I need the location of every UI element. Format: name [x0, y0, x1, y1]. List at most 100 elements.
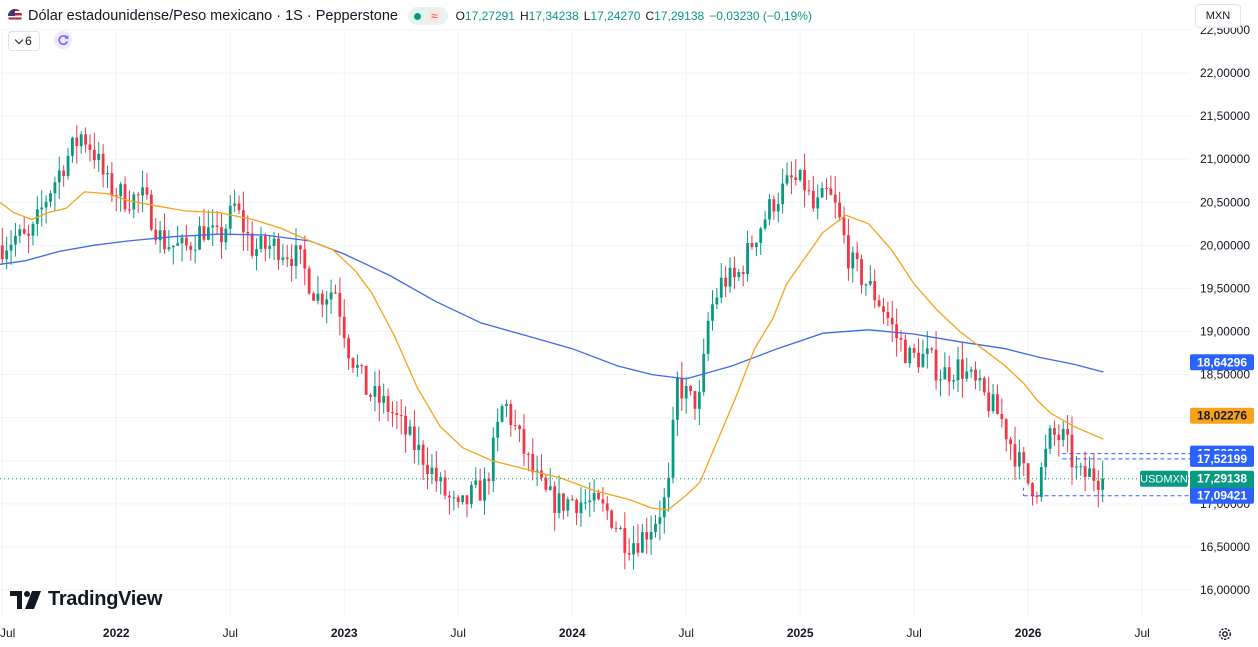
candle-up [500, 406, 504, 422]
refresh-button[interactable] [54, 31, 72, 49]
candle-down [338, 292, 342, 317]
candle-up [781, 183, 785, 205]
candle-down [101, 153, 105, 175]
candle-down [562, 493, 565, 511]
currency-button[interactable]: MXN [1195, 4, 1241, 28]
candle-down [860, 259, 863, 286]
price-tick-label: 16,00000 [1200, 583, 1250, 597]
symbol-title[interactable]: Dólar estadounidense/Peso mexicano · 1S … [28, 8, 398, 24]
candle-up [119, 184, 123, 197]
candle-down [456, 497, 460, 503]
candle-up [978, 378, 982, 381]
candle-up [1074, 466, 1078, 468]
candle-up [943, 367, 947, 380]
gear-icon[interactable] [1217, 626, 1233, 642]
chevron-down-icon [14, 35, 24, 44]
candle-down [334, 292, 337, 294]
candle-down [934, 349, 938, 381]
candle-down [518, 425, 521, 430]
price-label-level: 17,09421 [1197, 489, 1247, 503]
candle-down [680, 377, 684, 399]
tradingview-logo-icon [10, 590, 41, 609]
candle-down [825, 188, 828, 190]
price-tick-label: 18,50000 [1200, 368, 1250, 382]
candle-up [798, 169, 802, 180]
candle-up [952, 380, 956, 382]
candle-down [307, 268, 311, 294]
candle-up [1048, 428, 1052, 449]
candle-down [597, 492, 600, 500]
candle-up [619, 528, 622, 530]
candle-up [14, 235, 17, 245]
candle-down [855, 252, 859, 260]
candle-up [355, 364, 359, 368]
candle-down [242, 210, 245, 233]
candle-up [759, 228, 763, 243]
candle-down [526, 453, 530, 455]
candle-down [145, 187, 149, 195]
candle-down [237, 203, 241, 211]
candle-down [395, 413, 399, 416]
price-label-ma_slow: 18,64296 [1197, 355, 1247, 369]
candle-down [1066, 429, 1069, 435]
candle-down [189, 245, 193, 251]
candle-up [816, 197, 820, 209]
candle-down [575, 500, 578, 514]
candle-down [84, 134, 87, 145]
candle-down [312, 293, 315, 301]
candle-down [1004, 419, 1008, 440]
indicators-count: 6 [25, 34, 32, 48]
candle-down [882, 306, 885, 312]
candle-up [991, 394, 995, 412]
candle-down [377, 386, 381, 403]
market-status-pill[interactable]: ≈ [407, 7, 448, 25]
candle-up [776, 204, 780, 212]
price-tick-label: 22,00000 [1200, 66, 1250, 80]
candle-up [167, 247, 171, 250]
tradingview-logo[interactable]: TradingView [10, 588, 162, 611]
candle-up [316, 293, 320, 301]
candle-up [281, 257, 285, 260]
chart-header: Dólar estadounidense/Peso mexicano · 1S … [8, 5, 812, 27]
candle-down [540, 470, 543, 478]
candle-up [728, 267, 732, 287]
candle-up [654, 523, 657, 532]
time-tick-label: Jul [679, 626, 694, 640]
price-label-level: 17,52199 [1197, 452, 1247, 466]
candle-down [1022, 452, 1026, 464]
candle-up [430, 467, 434, 474]
candle-up [171, 245, 175, 248]
candle-up [176, 243, 180, 246]
candle-down [443, 477, 447, 496]
candle-up [329, 292, 333, 300]
candle-down [689, 385, 692, 392]
price-tick-label: 20,00000 [1200, 238, 1250, 252]
candle-up [198, 226, 201, 250]
candle-down [465, 495, 469, 505]
candle-up [566, 499, 570, 511]
candle-down [982, 378, 986, 393]
candle-up [180, 237, 184, 244]
candle-down [114, 195, 118, 197]
price-tick-label: 19,00000 [1200, 325, 1250, 339]
candle-down [123, 184, 127, 210]
time-tick-label: 2022 [103, 626, 130, 640]
candle-down [285, 257, 289, 260]
candle-down [842, 217, 846, 236]
price-axis-labels: 18,6429618,0227617,5820017,5219917,29138… [1140, 354, 1254, 504]
price-label-bg [1190, 354, 1254, 371]
candle-up [851, 252, 855, 269]
candle-up [5, 250, 9, 260]
candle-up [925, 348, 929, 354]
candle-up [417, 444, 421, 451]
candle-up [662, 497, 666, 518]
indicators-toggle-button[interactable]: 6 [8, 31, 40, 51]
candle-up [224, 228, 228, 243]
candle-down [386, 396, 390, 412]
candle-down [960, 359, 964, 379]
candle-down [1083, 466, 1087, 478]
candle-up [768, 199, 771, 220]
candle-down [601, 499, 605, 504]
candle-down [421, 444, 425, 465]
